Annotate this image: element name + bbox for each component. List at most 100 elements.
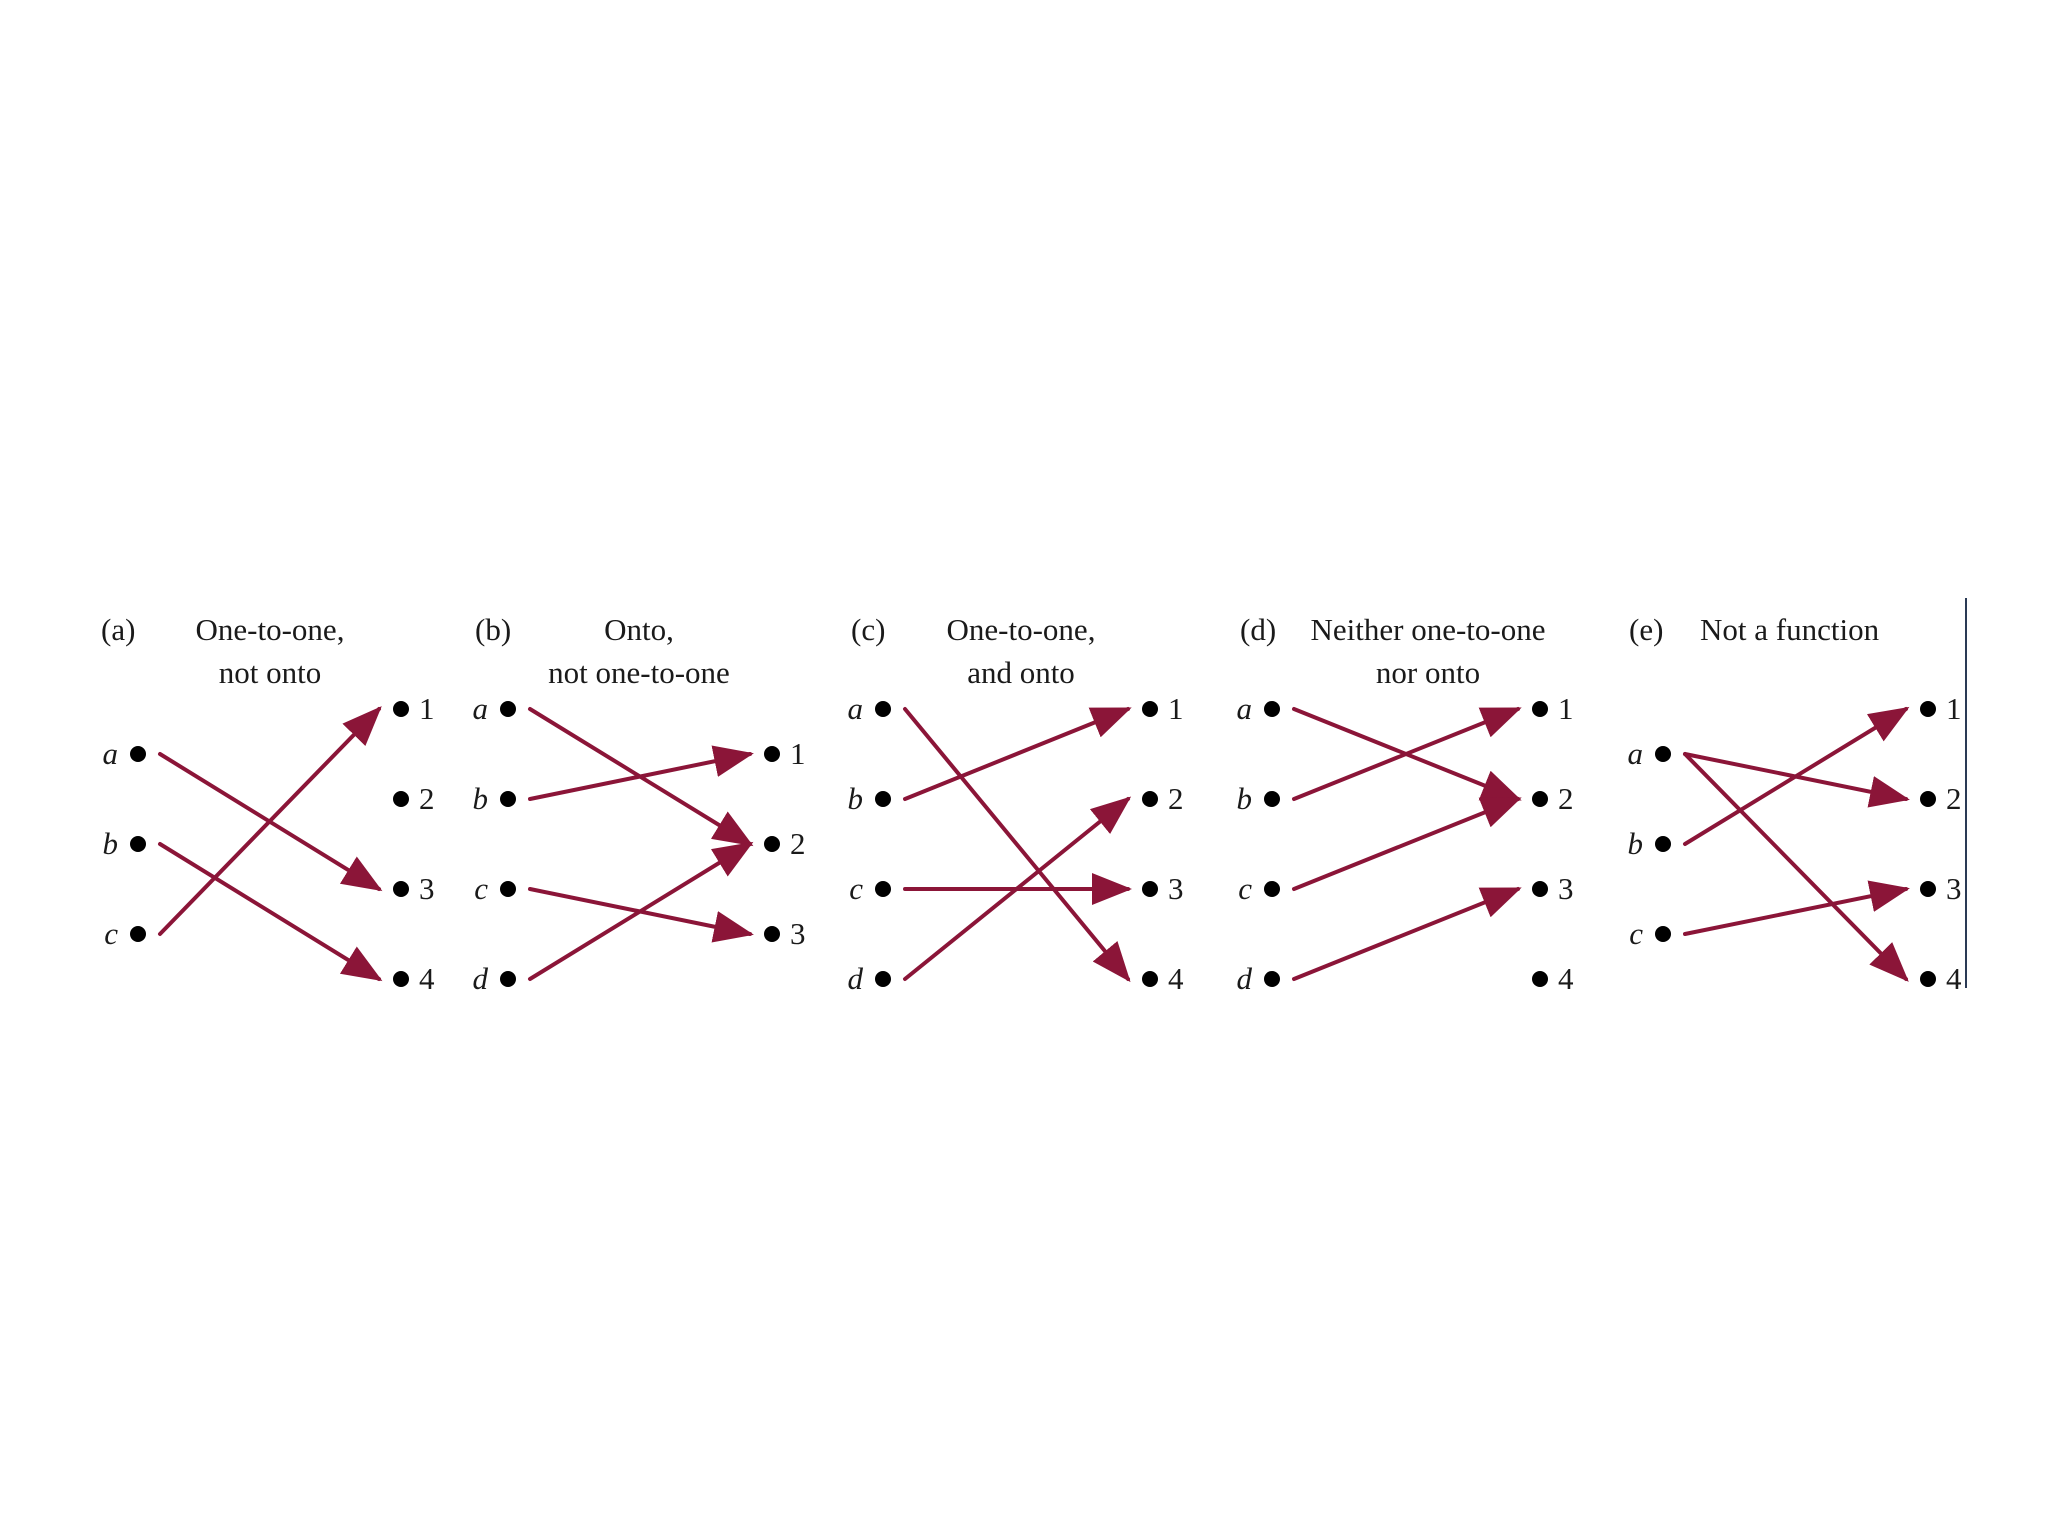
domain-dot-d <box>500 971 516 987</box>
codomain-label-1: 1 <box>1558 691 1574 726</box>
codomain-dot-2 <box>1920 791 1936 807</box>
codomain-label-3: 3 <box>1558 871 1574 906</box>
domain-dot-b <box>1655 836 1671 852</box>
domain-dot-c <box>875 881 891 897</box>
codomain-label-3: 3 <box>1946 871 1962 906</box>
mapping-arrows <box>158 706 383 982</box>
mapping-nodes: a b c 1 2 3 4 <box>1628 691 1963 996</box>
codomain-label-3: 3 <box>419 871 435 906</box>
panel-caption-line-1: Onto, <box>604 612 674 647</box>
codomain-label-4: 4 <box>1946 961 1962 996</box>
domain-dot-a <box>1655 746 1671 762</box>
panel-a: (a) One-to-one, not onto a b c 1 2 3 4 <box>101 612 435 996</box>
codomain-dot-1 <box>1142 701 1158 717</box>
codomain-dot-3 <box>1532 881 1548 897</box>
arrow-c-to-1 <box>158 706 382 936</box>
arrow-d-to-3 <box>1292 887 1522 981</box>
panel-tag: (a) <box>101 612 135 647</box>
domain-label-b: b <box>103 826 119 861</box>
codomain-dot-3 <box>1920 881 1936 897</box>
arrow-b-to-4 <box>158 842 383 982</box>
arrow-c-to-3 <box>1683 880 1910 936</box>
codomain-label-2: 2 <box>1946 781 1962 816</box>
codomain-label-4: 4 <box>1168 961 1184 996</box>
panel-tag: (d) <box>1240 612 1276 647</box>
arrow-b-to-1 <box>1292 707 1522 801</box>
mapping-arrows <box>903 707 1132 983</box>
codomain-label-2: 2 <box>1168 781 1184 816</box>
domain-label-c: c <box>104 916 118 951</box>
arrow-b-to-1 <box>1683 706 1910 846</box>
domain-dot-c <box>500 881 516 897</box>
domain-label-d: d <box>1237 961 1253 996</box>
arrow-b-to-1 <box>528 745 754 801</box>
domain-label-c: c <box>474 871 488 906</box>
mapping-nodes: a b c 1 2 3 4 <box>103 691 436 996</box>
arrow-a-to-4 <box>1683 752 1909 982</box>
domain-dot-c <box>1655 926 1671 942</box>
codomain-dot-1 <box>393 701 409 717</box>
codomain-dot-2 <box>1532 791 1548 807</box>
codomain-dot-1 <box>1920 701 1936 717</box>
domain-dot-c <box>130 926 146 942</box>
mapping-arrows <box>1292 707 1522 981</box>
panel-b: (b) Onto, not one-to-one a b c d 1 2 3 <box>473 612 806 996</box>
arrow-b-to-1 <box>903 707 1132 801</box>
codomain-label-4: 4 <box>419 961 435 996</box>
codomain-dot-4 <box>393 971 409 987</box>
codomain-dot-3 <box>393 881 409 897</box>
domain-label-a: a <box>473 691 489 726</box>
codomain-dot-1 <box>1532 701 1548 717</box>
codomain-label-2: 2 <box>790 826 806 861</box>
domain-dot-b <box>500 791 516 807</box>
domain-label-b: b <box>473 781 489 816</box>
arrow-a-to-4 <box>903 707 1131 983</box>
codomain-label-1: 1 <box>1946 691 1962 726</box>
codomain-label-1: 1 <box>1168 691 1184 726</box>
codomain-label-1: 1 <box>419 691 435 726</box>
panel-caption-line-2: not onto <box>219 655 321 690</box>
codomain-label-2: 2 <box>419 781 435 816</box>
domain-label-a: a <box>1628 736 1644 771</box>
codomain-dot-4 <box>1532 971 1548 987</box>
panel-caption-line-1: Not a function <box>1700 612 1880 647</box>
domain-label-a: a <box>1237 691 1253 726</box>
domain-label-d: d <box>473 961 489 996</box>
domain-dot-a <box>1264 701 1280 717</box>
domain-label-b: b <box>1237 781 1253 816</box>
panel-caption-line-2: nor onto <box>1376 655 1480 690</box>
codomain-dot-4 <box>1142 971 1158 987</box>
domain-label-a: a <box>848 691 864 726</box>
arrow-d-to-2 <box>903 796 1132 981</box>
codomain-label-2: 2 <box>1558 781 1574 816</box>
panel-caption-line-1: One-to-one, <box>196 612 345 647</box>
domain-label-c: c <box>1238 871 1252 906</box>
panel-caption-line-1: One-to-one, <box>947 612 1096 647</box>
mapping-arrows <box>1683 706 1910 982</box>
codomain-dot-2 <box>393 791 409 807</box>
panel-tag: (e) <box>1629 612 1663 647</box>
panel-d: (d) Neither one-to-one nor onto a b c d 1 2 3 4 <box>1237 612 1575 996</box>
panel-c: (c) One-to-one, and onto a b c d 1 2 3 4 <box>848 612 1185 996</box>
codomain-dot-1 <box>764 746 780 762</box>
codomain-dot-2 <box>1142 791 1158 807</box>
domain-dot-d <box>1264 971 1280 987</box>
domain-label-b: b <box>848 781 864 816</box>
arrow-c-to-2 <box>1292 797 1522 891</box>
domain-dot-b <box>130 836 146 852</box>
domain-dot-a <box>130 746 146 762</box>
arrow-d-to-2 <box>528 841 754 981</box>
domain-dot-d <box>875 971 891 987</box>
codomain-dot-3 <box>764 926 780 942</box>
domain-label-c: c <box>1629 916 1643 951</box>
domain-dot-b <box>1264 791 1280 807</box>
domain-label-c: c <box>849 871 863 906</box>
codomain-label-3: 3 <box>790 916 806 951</box>
codomain-label-4: 4 <box>1558 961 1574 996</box>
mapping-arrows <box>528 707 754 981</box>
domain-dot-a <box>500 701 516 717</box>
domain-label-b: b <box>1628 826 1644 861</box>
mapping-nodes: a b c d 1 2 3 4 <box>1237 691 1575 996</box>
domain-label-a: a <box>103 736 119 771</box>
panel-e: (e) Not a function a b c 1 2 3 4 <box>1628 612 1963 996</box>
